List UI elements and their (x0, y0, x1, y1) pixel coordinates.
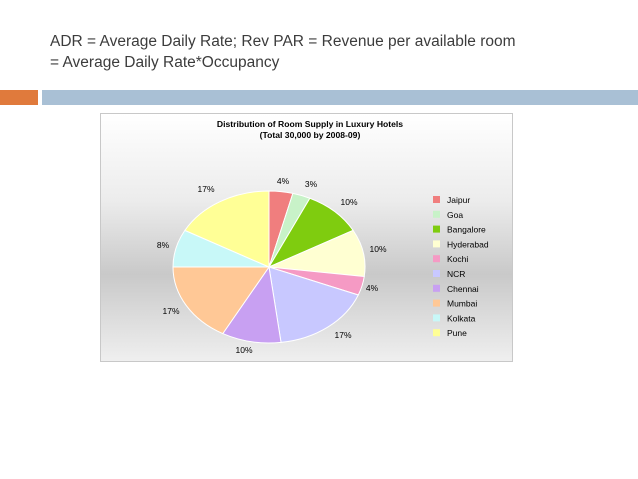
slice-label-mumbai: 17% (162, 306, 179, 316)
legend-label-kochi: Kochi (447, 254, 468, 264)
slice-label-bangalore: 10% (340, 197, 357, 207)
legend-swatch-jaipur (433, 196, 440, 203)
legend-label-jaipur: Jaipur (447, 195, 470, 205)
chart-subtitle: (Total 30,000 by 2008-09) (260, 130, 361, 140)
legend-label-mumbai: Mumbai (447, 299, 477, 309)
legend-swatch-goa (433, 210, 440, 218)
heading-line-1: ADR = Average Daily Rate; Rev PAR = Reve… (50, 33, 516, 50)
slide-heading: ADR = Average Daily Rate; Rev PAR = Reve… (50, 31, 620, 73)
legend-label-goa: Goa (447, 210, 463, 220)
legend-swatch-kochi (433, 255, 440, 263)
legend-swatch-hyderabad (433, 240, 440, 248)
legend-swatch-kolkata (433, 314, 440, 322)
slice-label-pune: 17% (197, 184, 214, 194)
legend-label-kolkata: Kolkata (447, 313, 476, 323)
legend-label-pune: Pune (447, 328, 467, 338)
pie-slice-mumbai (172, 266, 270, 335)
legend-label-hyderabad: Hyderabad (447, 239, 489, 249)
legend-swatch-ncr (433, 270, 440, 277)
chart-title: Distribution of Room Supply in Luxury Ho… (217, 119, 403, 129)
slice-label-kolkata: 8% (157, 240, 170, 250)
legend-label-chennai: Chennai (447, 284, 479, 294)
slice-label-goa: 3% (305, 179, 318, 189)
slice-label-jaipur: 4% (277, 176, 290, 186)
legend-label-bangalore: Bangalore (447, 225, 486, 235)
slice-label-kochi: 4% (366, 283, 379, 293)
legend-swatch-pune (433, 329, 440, 337)
legend-swatch-mumbai (433, 299, 440, 307)
legend-swatch-bangalore (433, 225, 440, 233)
heading-line-2: = Average Daily Rate*Occupancy (50, 54, 280, 71)
pie-slice-pune (184, 190, 270, 268)
slice-label-hyderabad: 10% (369, 244, 386, 254)
slice-label-chennai: 10% (235, 345, 252, 355)
slice-label-ncr: 17% (334, 330, 351, 340)
legend-label-ncr: NCR (447, 269, 465, 279)
pie-slice-ncr (268, 266, 359, 343)
legend-swatch-chennai (433, 284, 440, 292)
accent-bar-blue (42, 90, 638, 105)
accent-bar-orange (0, 90, 38, 105)
